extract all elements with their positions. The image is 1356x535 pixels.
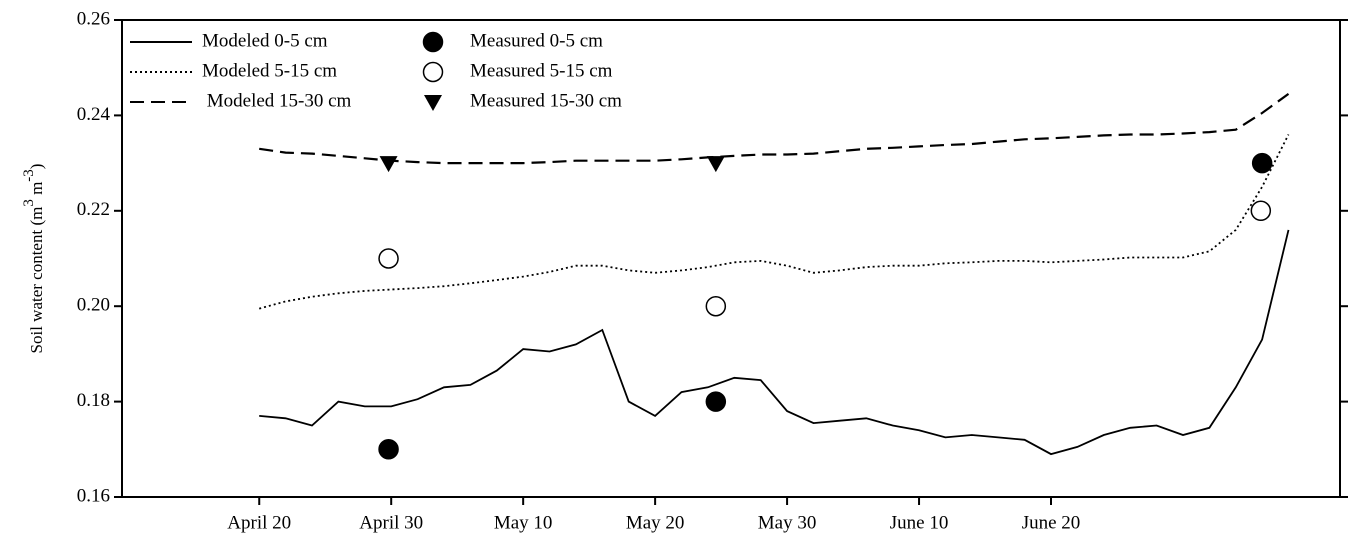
x-tick-label: May 10 [494,512,553,533]
legend-label: Modeled 0-5 cm [202,30,328,51]
circle-marker [378,439,399,460]
y-tick-label: 0.22 [77,199,110,220]
y-axis-label-part: m [27,182,46,199]
y-axis-label-part: 3 [21,199,37,207]
y-axis-label: Soil water content (m3 m-3) [21,164,45,354]
triangle-marker [706,156,725,173]
circle-marker [705,391,727,412]
y-tick-label: 0.20 [77,295,110,316]
circle-marker [422,61,444,83]
y-axis-label-part: ) [27,164,46,170]
circle-marker [422,31,444,53]
circle-marker [1251,152,1273,174]
x-tick-label: May 20 [626,512,685,533]
plot-frame [121,19,1341,498]
series-line [258,134,1290,310]
y-tick-label: 0.18 [77,390,110,411]
legend-label: Modeled 15-30 cm [202,90,352,111]
y-tick-label: 0.24 [77,104,111,125]
triangle-marker [424,95,442,111]
y-axis-label-part: Soil water content (m [27,207,46,354]
legend-label: Measured 15-30 cm [470,90,622,111]
circle-marker [1250,200,1272,222]
circle-marker [378,248,399,269]
y-axis-label-part: -3 [21,169,37,182]
legend-label: Modeled 5-15 cm [202,60,337,81]
x-tick-label: June 20 [1022,512,1081,533]
circle-marker [705,295,727,317]
series-line [259,93,1290,165]
y-tick-label: 0.26 [77,8,110,29]
x-tick-label: April 20 [227,512,291,533]
triangle-marker [379,156,398,173]
legend-label: Measured 0-5 cm [470,30,603,51]
y-tick-label: 0.16 [77,485,110,506]
legend-label: Measured 5-15 cm [470,60,613,81]
x-tick-label: May 30 [758,512,817,533]
x-tick-label: April 30 [359,512,423,533]
series-line [259,229,1290,456]
x-tick-label: June 10 [890,512,949,533]
